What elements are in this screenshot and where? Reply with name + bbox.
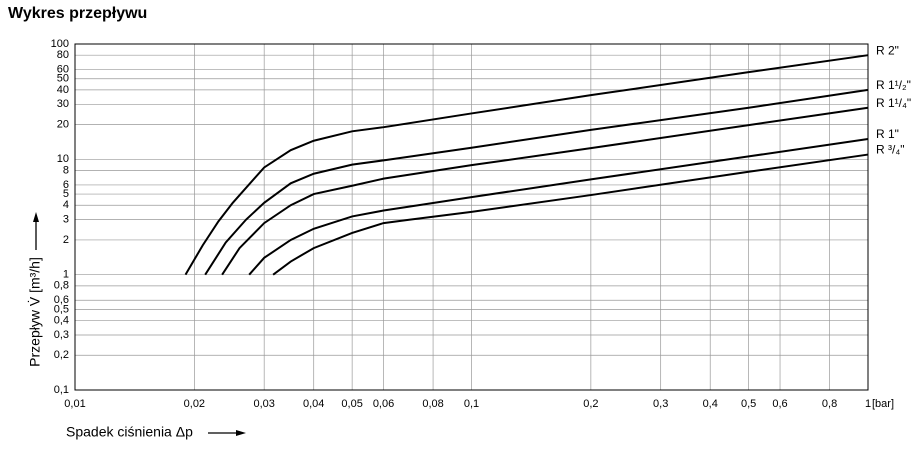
x-tick-label: 0,06 (373, 398, 394, 410)
x-tick-label: 0,2 (583, 398, 598, 410)
y-axis-label: Przepływ V̇ [m³/h] (27, 257, 43, 367)
y-arrow (33, 212, 39, 250)
y-tick-label: 0,1 (54, 384, 69, 396)
x-arrow (208, 430, 246, 436)
legend-label: R 1¹/₂" (876, 78, 911, 92)
x-axis-label: Spadek ciśnienia Δp (66, 424, 193, 440)
x-unit: [bar] (872, 398, 894, 410)
x-tick-label: 0,6 (772, 398, 787, 410)
y-tick-label: 0,4 (54, 314, 69, 326)
chart-title: Wykres przepływu (8, 5, 147, 22)
series-line (204, 88, 869, 276)
y-tick-label: 0,3 (54, 329, 69, 341)
y-tick-label: 40 (57, 84, 69, 96)
y-tick-label: 3 (63, 214, 69, 226)
y-tick-label: 2 (63, 234, 69, 246)
series-line (184, 54, 869, 276)
y-tick-label: 0,6 (54, 294, 69, 306)
x-tick-label: 0,02 (184, 398, 205, 410)
x-tick-label: 0,3 (653, 398, 668, 410)
x-tick-label: 0,03 (253, 398, 274, 410)
y-tick-label: 80 (57, 49, 69, 61)
legend-label: R ³/₄" (876, 143, 905, 157)
legend-label: R 1¹/₄" (876, 96, 911, 110)
y-tick-label: 30 (57, 98, 69, 110)
y-tick-label: 0,5 (54, 303, 69, 315)
y-tick-label: 6 (63, 179, 69, 191)
x-tick-label: 1 (865, 398, 871, 410)
x-tick-label: 0,01 (64, 398, 85, 410)
x-tick-label: 0,8 (822, 398, 837, 410)
series-line (221, 106, 869, 276)
y-tick-label: 0,2 (54, 349, 69, 361)
x-tick-label: 0,5 (741, 398, 756, 410)
y-tick-label: 100 (51, 38, 69, 50)
x-tick-label: 0,4 (703, 398, 718, 410)
x-tick-label: 0,1 (464, 398, 479, 410)
series-line (248, 138, 869, 276)
y-tick-label: 20 (57, 119, 69, 131)
series-line (272, 153, 869, 276)
x-tick-label: 0,05 (341, 398, 362, 410)
y-tick-label: 8 (63, 164, 69, 176)
y-tick-label: 1 (63, 269, 69, 281)
plot-frame (74, 43, 869, 391)
y-tick-label: 5 (63, 188, 69, 200)
legend-label: R 1" (876, 127, 899, 141)
legend-label: R 2" (876, 43, 899, 57)
y-tick-label: 10 (57, 153, 69, 165)
x-tick-label: 0,04 (303, 398, 324, 410)
y-tick-label: 60 (57, 63, 69, 75)
x-tick-label: 0,08 (422, 398, 443, 410)
y-tick-label: 4 (63, 199, 69, 211)
y-tick-label: 0,8 (54, 280, 69, 292)
y-tick-label: 50 (57, 73, 69, 85)
